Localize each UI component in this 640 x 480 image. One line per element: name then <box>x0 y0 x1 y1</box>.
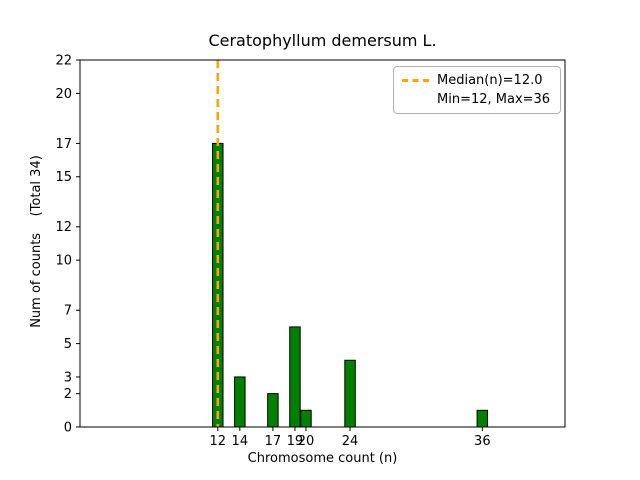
x-tick-label: 20 <box>298 434 315 449</box>
y-tick-label: 5 <box>64 337 72 352</box>
y-tick-label: 7 <box>64 304 72 319</box>
x-tick-label: 36 <box>474 434 491 449</box>
y-axis-label: Num of counts (Total 34) <box>29 155 44 328</box>
bar <box>300 409 312 428</box>
y-tick-label: 17 <box>55 137 72 152</box>
axes-frame <box>79 59 566 428</box>
legend: Median(n)=12.0 Min=12, Max=36 <box>393 66 562 114</box>
legend-median-label: Median(n)=12.0 <box>437 73 543 88</box>
bar <box>289 326 301 428</box>
y-tick-label: 15 <box>55 170 72 185</box>
legend-entry-median: Median(n)=12.0 <box>402 73 550 88</box>
bar <box>344 359 356 428</box>
plot-title: Ceratophyllum demersum L. <box>208 31 437 50</box>
bar <box>234 376 246 428</box>
y-tick-label: 10 <box>55 254 72 269</box>
y-tick-label: 12 <box>55 220 72 235</box>
legend-minmax-label: Min=12, Max=36 <box>437 92 551 107</box>
x-tick-label: 14 <box>232 434 249 449</box>
y-tick-label: 2 <box>64 387 72 402</box>
x-tick-label: 24 <box>342 434 359 449</box>
legend-entry-minmax: Min=12, Max=36 <box>437 92 550 107</box>
x-tick-label: 12 <box>210 434 227 449</box>
y-tick-label: 3 <box>64 370 72 385</box>
bar <box>267 393 279 428</box>
x-tick-label: 19 <box>287 434 304 449</box>
median-dashed-line-icon <box>402 79 429 82</box>
y-tick-label: 22 <box>55 53 72 68</box>
bar <box>476 409 489 428</box>
y-tick-label: 20 <box>55 87 72 102</box>
x-tick-label: 17 <box>265 434 282 449</box>
x-axis-label: Chromosome count (n) <box>247 451 398 466</box>
y-tick-label: 0 <box>64 420 72 435</box>
